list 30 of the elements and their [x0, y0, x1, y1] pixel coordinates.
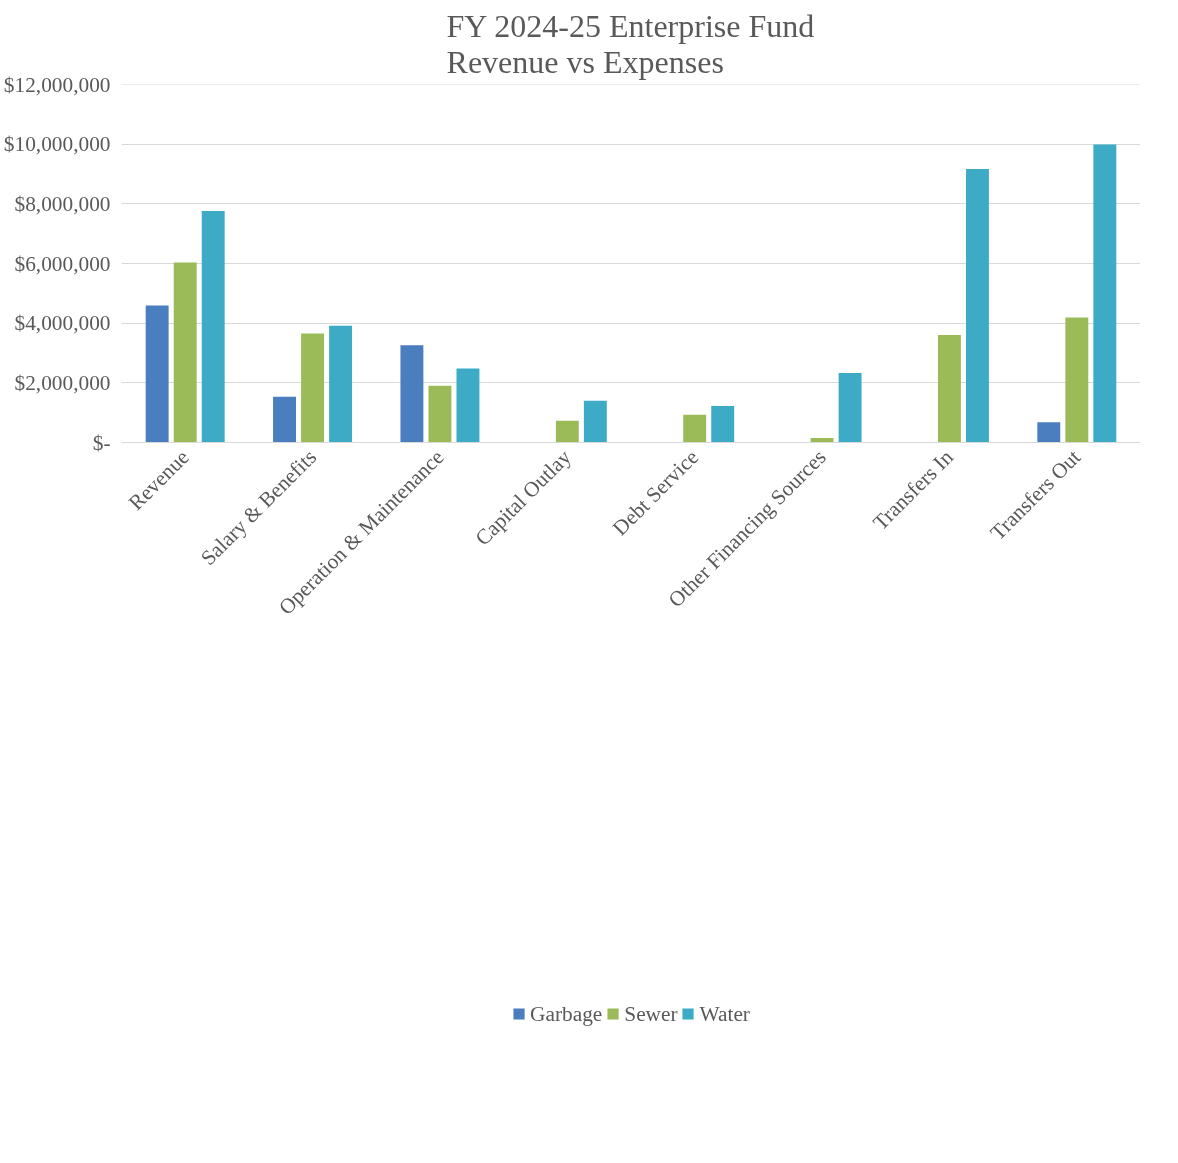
bar	[966, 168, 989, 443]
bar	[838, 372, 862, 443]
bar	[1037, 422, 1061, 443]
bar	[301, 333, 325, 443]
bar	[329, 325, 353, 443]
legend-label: Sewer	[624, 1001, 678, 1027]
bar	[428, 385, 452, 443]
bar	[456, 368, 480, 443]
chart-title: FY 2024-25 Enterprise Fund Revenue vs Expenses	[446, 7, 815, 80]
bar	[201, 210, 225, 443]
y-tick-label: $6,000,000	[14, 251, 111, 276]
y-tick-label: $2,000,000	[14, 370, 111, 395]
y-tick-label: $4,000,000	[14, 311, 111, 336]
bar	[555, 420, 579, 443]
y-tick-label: $12,000,000	[3, 72, 111, 97]
bar	[683, 414, 707, 443]
bar	[273, 396, 296, 443]
y-tick-label: $10,000,000	[3, 132, 111, 157]
bar	[1093, 144, 1117, 443]
bar	[173, 262, 197, 443]
legend-label: Garbage	[530, 1001, 603, 1027]
bar	[937, 335, 961, 443]
bar	[1065, 317, 1089, 443]
bar	[583, 400, 607, 443]
legend-label: Water	[699, 1001, 750, 1027]
bar	[145, 305, 169, 443]
bar	[711, 406, 735, 443]
bar	[400, 345, 424, 443]
y-tick-label: $8,000,000	[14, 191, 111, 216]
y-tick-label: $-	[92, 430, 111, 455]
